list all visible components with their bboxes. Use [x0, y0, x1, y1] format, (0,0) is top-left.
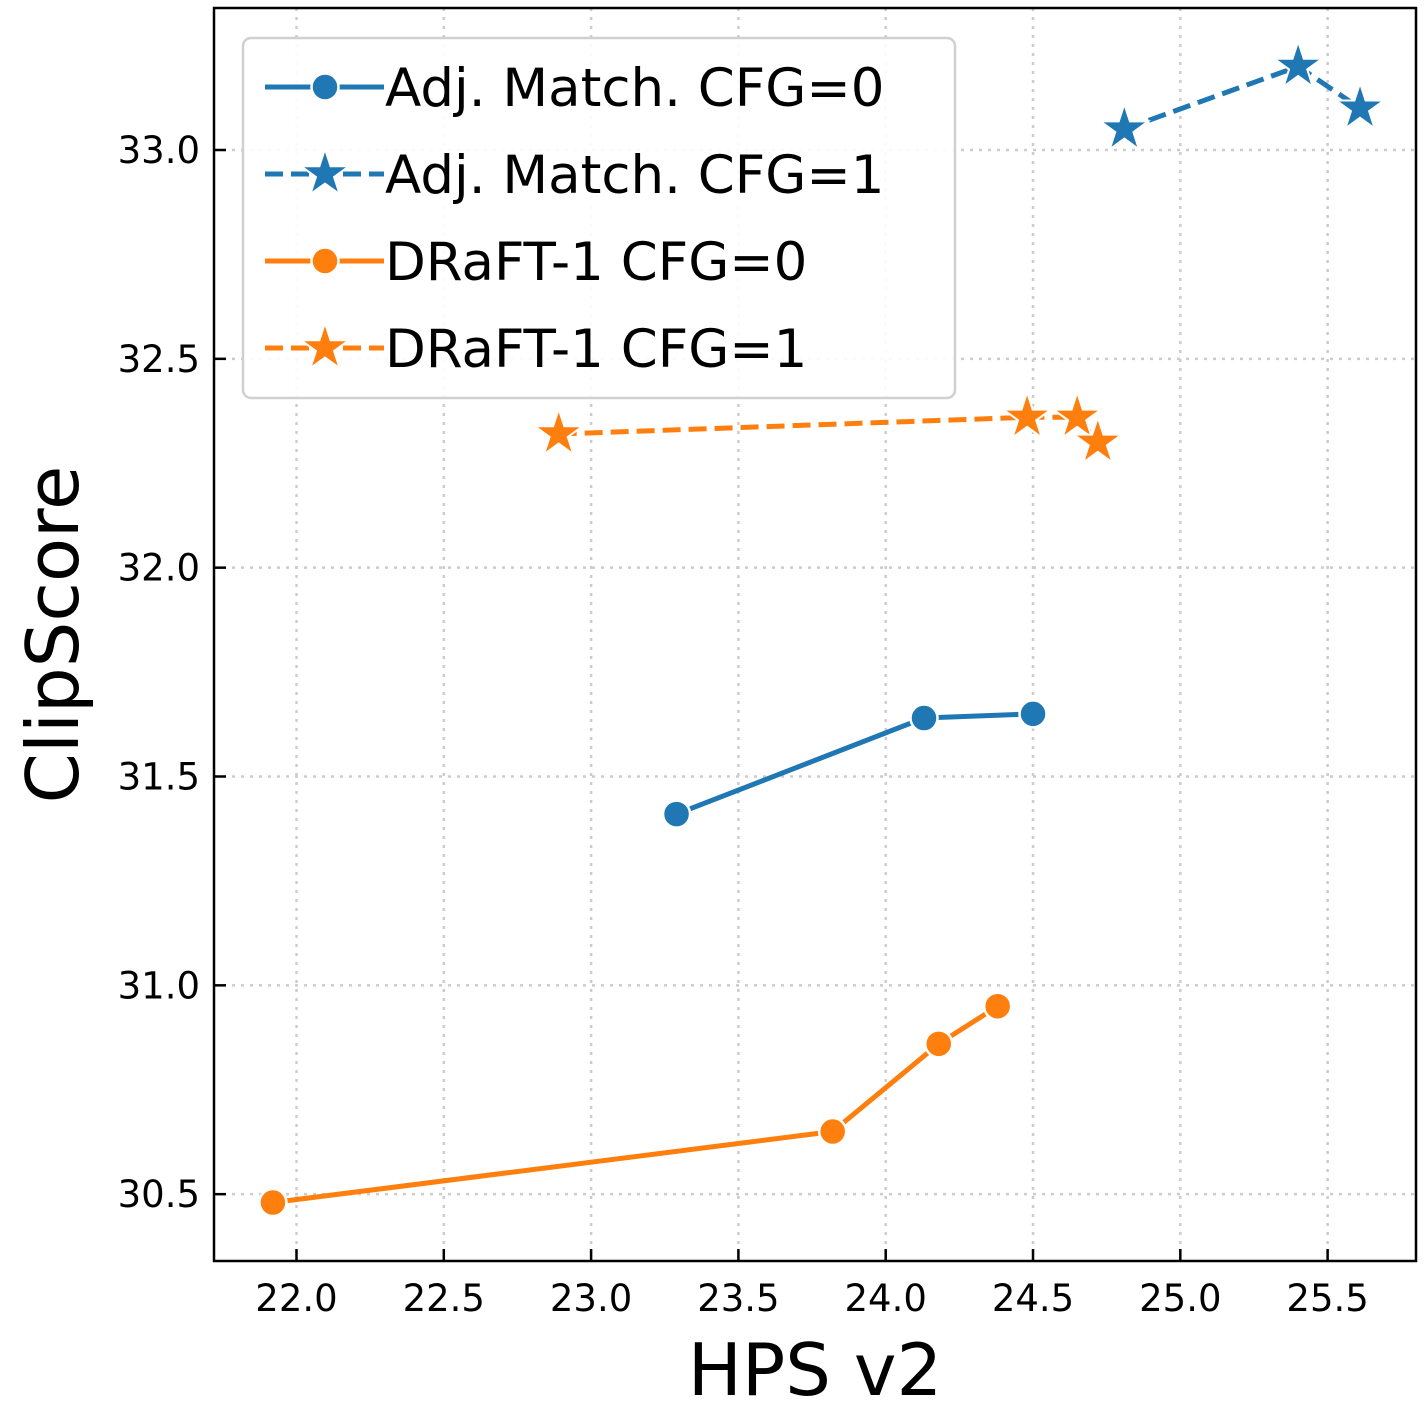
legend-marker	[310, 246, 340, 276]
x-axis-title: HPS v2	[688, 1328, 943, 1412]
x-tick-label: 22.0	[255, 1277, 337, 1320]
legend-entry-label: DRaFT-1 CFG=0	[385, 232, 807, 293]
y-tick-label: 32.0	[118, 547, 200, 590]
legend-entry-label: Adj. Match. CFG=0	[385, 58, 885, 119]
x-tick-label: 24.5	[992, 1277, 1074, 1320]
data-point	[661, 799, 692, 829]
legend-marker	[310, 72, 340, 102]
x-tick-label: 25.5	[1286, 1277, 1368, 1320]
data-point	[1018, 699, 1048, 729]
data-point	[531, 405, 586, 457]
data-point	[1271, 38, 1326, 90]
data-point	[258, 1187, 288, 1218]
data-point	[982, 991, 1013, 1021]
series-line	[675, 711, 1034, 817]
series-layer	[258, 38, 1387, 1218]
series-line	[1123, 63, 1362, 132]
y-tick-label: 30.5	[118, 1173, 200, 1216]
y-tick-label: 31.5	[118, 756, 200, 799]
data-point	[1097, 100, 1152, 152]
data-point	[817, 1116, 848, 1147]
legend-box	[241, 36, 957, 400]
data-point	[1333, 80, 1387, 132]
x-tick-label: 24.0	[845, 1277, 927, 1320]
legend-entry-label: DRaFT-1 CFG=1	[385, 319, 807, 380]
y-tick-label: 31.0	[118, 964, 200, 1007]
legend-marker	[298, 319, 352, 371]
x-tick-label: 23.5	[697, 1277, 779, 1320]
legend-entry-label: Adj. Match. CFG=1	[385, 145, 885, 206]
data-point	[1000, 389, 1054, 441]
data-point	[909, 703, 939, 733]
y-axis-title: ClipScore	[11, 466, 95, 804]
series-line	[272, 1004, 1000, 1206]
data-point	[923, 1029, 954, 1059]
x-tick-label: 22.5	[403, 1277, 485, 1320]
x-tick-label: 23.0	[550, 1277, 632, 1320]
legend: Adj. Match. CFG=0 Adj. Match. CFG=1 DRaFT-…	[241, 36, 957, 400]
legend-marker	[298, 145, 352, 197]
axis-ticks: 22.0 22.5 23.0 23.5 24.0 24.5 25.0 25.5 30.5 31.0…	[118, 129, 1369, 1320]
plot-frame	[212, 6, 1418, 1263]
y-tick-label: 32.5	[118, 338, 200, 381]
data-point	[1070, 414, 1125, 466]
data-point	[1050, 389, 1105, 441]
y-tick-label: 33.0	[118, 129, 200, 172]
x-tick-label: 25.0	[1139, 1277, 1221, 1320]
